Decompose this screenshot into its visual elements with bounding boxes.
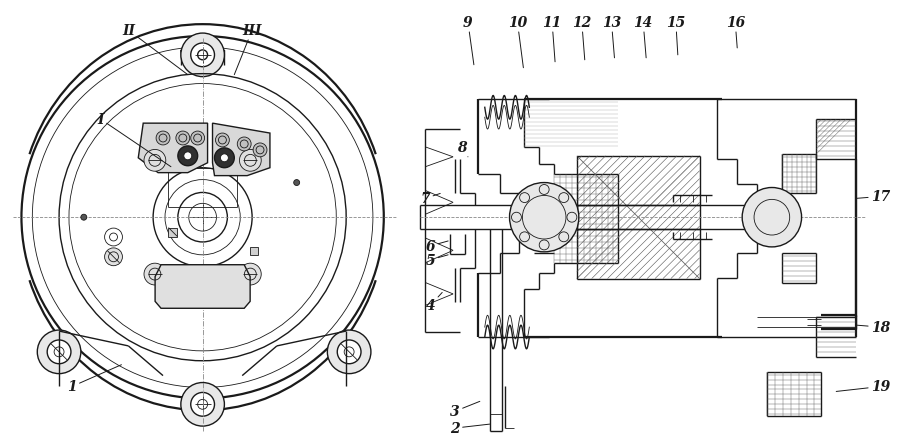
Text: 6: 6: [426, 239, 448, 253]
Circle shape: [221, 155, 228, 162]
Bar: [250, 247, 258, 255]
Text: 12: 12: [572, 16, 591, 60]
Circle shape: [294, 180, 299, 186]
Text: 18: 18: [856, 320, 890, 334]
Polygon shape: [155, 265, 250, 309]
Text: 11: 11: [542, 16, 562, 63]
Circle shape: [190, 132, 204, 145]
Circle shape: [337, 340, 361, 364]
Text: 3: 3: [450, 401, 480, 418]
Text: 13: 13: [602, 16, 621, 59]
Circle shape: [237, 138, 251, 152]
Circle shape: [215, 134, 229, 148]
Text: 5: 5: [426, 253, 448, 267]
Circle shape: [144, 264, 165, 285]
Text: 15: 15: [666, 16, 686, 56]
Text: 7: 7: [420, 192, 440, 206]
Circle shape: [742, 188, 802, 247]
Circle shape: [104, 248, 122, 266]
Circle shape: [176, 132, 189, 145]
Circle shape: [156, 132, 170, 145]
Text: I: I: [97, 113, 171, 167]
Bar: [168, 228, 177, 237]
Circle shape: [190, 44, 214, 67]
Circle shape: [184, 152, 191, 160]
Text: 1: 1: [67, 365, 121, 394]
Text: 19: 19: [836, 380, 890, 394]
Text: 17: 17: [856, 190, 890, 204]
Circle shape: [190, 392, 214, 416]
Circle shape: [214, 148, 235, 168]
Circle shape: [181, 383, 225, 426]
Circle shape: [327, 330, 371, 374]
Circle shape: [181, 34, 225, 78]
Circle shape: [47, 340, 71, 364]
Circle shape: [239, 150, 261, 172]
Text: 9: 9: [463, 16, 474, 66]
Text: 8: 8: [457, 141, 468, 157]
Circle shape: [144, 150, 165, 172]
Text: II: II: [122, 24, 188, 75]
Text: III: III: [235, 24, 261, 75]
Circle shape: [177, 147, 198, 166]
Text: 16: 16: [725, 16, 745, 49]
Text: 10: 10: [508, 16, 527, 69]
Polygon shape: [139, 124, 208, 173]
Text: 2: 2: [450, 421, 490, 435]
Text: 14: 14: [634, 16, 652, 59]
Circle shape: [239, 264, 261, 285]
Circle shape: [253, 144, 267, 157]
Polygon shape: [213, 124, 270, 176]
Circle shape: [37, 330, 80, 374]
Circle shape: [509, 183, 578, 252]
Circle shape: [80, 215, 87, 221]
Text: 4: 4: [426, 293, 443, 313]
